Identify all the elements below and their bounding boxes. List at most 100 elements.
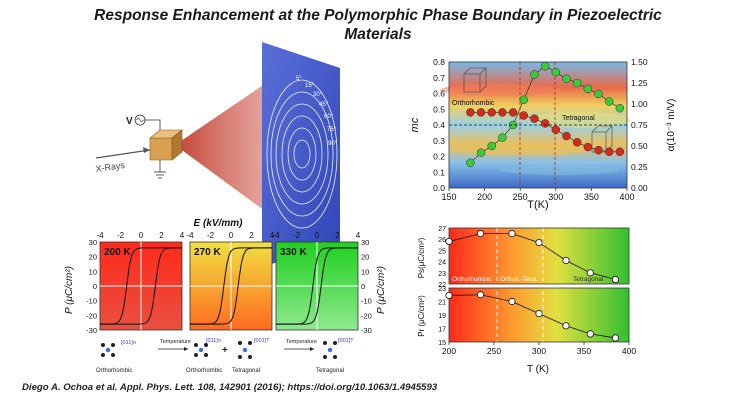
direction-label-4: [001]T bbox=[338, 338, 354, 344]
series-1-point-8 bbox=[551, 67, 561, 77]
hysteresis-temp-label-2: 330 K bbox=[280, 247, 307, 258]
x-tick-label-1: 200 bbox=[477, 192, 492, 202]
detector-screen bbox=[262, 42, 340, 266]
p-tick-left-4: -10 bbox=[86, 297, 97, 306]
phase-label-4: Tetragonal bbox=[316, 368, 344, 374]
series-1-point-9 bbox=[562, 74, 571, 84]
xray-input-arrow bbox=[95, 149, 151, 159]
series-1-point-5 bbox=[519, 95, 529, 105]
p-tick-right-1: 20 bbox=[361, 253, 369, 262]
series-0-point-4 bbox=[508, 108, 518, 117]
phase-label-3: Tetragonal bbox=[232, 368, 260, 374]
pr-axes: 15 17 19 21 23 200 250 300 350 400 bbox=[438, 286, 636, 356]
ps-y-tick-label-4: 26 bbox=[438, 237, 446, 244]
p-tick-left-6: -30 bbox=[86, 326, 97, 335]
y2-tick-label-2: 0.50 bbox=[631, 141, 648, 151]
y2-tick-label-1: 0.25 bbox=[631, 162, 648, 172]
xray-schematic: 5° 15° 30° 45° 60° 75° 90° X-Rays V bbox=[95, 42, 340, 266]
direction-label-3: [001]T bbox=[254, 338, 270, 344]
lattice-icon-4 bbox=[323, 341, 337, 359]
hysteresis-panel-1: 270 K-4 -2 0 2 4 bbox=[186, 231, 275, 331]
e-tick-label-0-4: 4 bbox=[180, 231, 185, 240]
ps-point-3 bbox=[535, 238, 543, 247]
xray-arrowhead-icon bbox=[143, 147, 150, 153]
y-tick-label-0: 0.0 bbox=[433, 183, 445, 193]
hysteresis-panel-0: 200 K-4 -2 0 2 4 bbox=[96, 231, 185, 331]
e-tick-label-0-3: 2 bbox=[159, 231, 164, 240]
ps-point-0 bbox=[445, 237, 453, 246]
series-0-point-6 bbox=[530, 114, 539, 123]
p-axis-label-left: P (μC/cm²) bbox=[64, 266, 75, 314]
e-tick-label-2-1: -2 bbox=[293, 231, 301, 240]
xray-label: X-Rays bbox=[95, 160, 126, 174]
ps-point-5 bbox=[586, 269, 594, 277]
y2-tick-label-5: 1.25 bbox=[631, 78, 648, 88]
p-tick-right-6: -30 bbox=[361, 326, 372, 335]
ring-label-2: 30° bbox=[313, 92, 323, 98]
y-tick-label-8: 0.8 bbox=[433, 57, 445, 67]
ps-panel-frame bbox=[448, 227, 630, 285]
pr-point-0 bbox=[445, 291, 453, 300]
e-tick-label-0-0: -4 bbox=[96, 231, 104, 240]
ps-region-tetragonal: Tetragonal bbox=[573, 276, 604, 283]
e-axis-label: E (kV/mm) bbox=[194, 218, 244, 229]
direction-label-2: [011]o bbox=[206, 338, 221, 344]
y-tick-label-1: 0.1 bbox=[433, 167, 445, 177]
region-label-tetragonal: Tetragonal bbox=[562, 115, 595, 122]
series-0-point-7 bbox=[540, 119, 550, 128]
title-line-2: Materials bbox=[344, 26, 412, 43]
series-0-point-1 bbox=[476, 108, 486, 117]
series-0-point-14 bbox=[615, 147, 625, 157]
series-0-point-9 bbox=[562, 131, 571, 141]
ps-y-tick-label-0: 22 bbox=[438, 282, 446, 289]
mc-alpha-chart: Orthorhombic Tetragonal 150 200 250 300 350 4… bbox=[409, 57, 677, 211]
series-1-point-12 bbox=[594, 89, 603, 99]
source-wire bbox=[145, 119, 161, 130]
series-0-point-5 bbox=[519, 111, 529, 120]
e-tick-label-1-3: 2 bbox=[249, 231, 254, 240]
voltage-label: V bbox=[126, 116, 133, 127]
p-axis-label-right: P (μC/cm²) bbox=[376, 266, 387, 314]
pr-y-tick-label-0: 15 bbox=[438, 340, 446, 347]
ps-y-tick-label-3: 25 bbox=[438, 248, 446, 255]
pr-x-tick-label-0: 200 bbox=[442, 346, 456, 356]
series-0-point-12 bbox=[594, 145, 603, 155]
ps-marks bbox=[445, 230, 620, 284]
p-tick-left-2: 10 bbox=[89, 267, 97, 276]
figure-title: Response Enhancement at the Polymorphic … bbox=[0, 6, 756, 44]
ring-label-1: 15° bbox=[305, 83, 315, 89]
hysteresis-panel-2: 330 K-4 -2 0 2 4 bbox=[272, 231, 361, 331]
y2-tick-label-0: 0.00 bbox=[631, 183, 648, 193]
series-0-point-13 bbox=[604, 147, 614, 157]
p-tick-right-2: 10 bbox=[361, 267, 369, 276]
series-0-point-0 bbox=[466, 108, 475, 117]
phase-label-2: Orthorhombic bbox=[186, 368, 222, 374]
ring-label-0: 5° bbox=[296, 76, 302, 82]
ps-y-tick-label-5: 27 bbox=[438, 226, 446, 233]
x-tick-label-2: 250 bbox=[513, 192, 528, 202]
pr-y-tick-label-4: 23 bbox=[438, 286, 446, 293]
ps-axes: 22 23 24 25 26 27 bbox=[438, 226, 446, 289]
ring-angle-labels: 5° 15° 30° 45° 60° 75° 90° bbox=[296, 76, 338, 147]
ps-point-1 bbox=[476, 230, 485, 238]
y2-tick-label-3: 0.75 bbox=[631, 120, 648, 130]
citation: Diego A. Ochoa et al. Appl. Phys. Lett. … bbox=[22, 382, 438, 393]
series-0-point-11 bbox=[583, 142, 593, 152]
e-tick-label-0-1: -2 bbox=[117, 231, 125, 240]
pr-xlabel: T (K) bbox=[527, 364, 549, 375]
ps-region-orthorhombic: Orthorhombic bbox=[452, 276, 492, 283]
pr-point-1 bbox=[476, 291, 485, 299]
series-1-point-0 bbox=[466, 158, 475, 168]
pr-point-4 bbox=[562, 322, 570, 330]
pr-point-2 bbox=[508, 297, 516, 306]
y2-tick-label-4: 1.00 bbox=[631, 99, 648, 109]
phase-label-1: Orthorhombic bbox=[96, 368, 132, 374]
x-tick-label-0: 150 bbox=[441, 192, 456, 202]
arrow-2-head-icon bbox=[310, 347, 314, 351]
temperature-label-2: Temperature bbox=[286, 339, 317, 345]
pr-point-5 bbox=[586, 330, 594, 338]
series-0-point-2 bbox=[487, 108, 496, 117]
lattice-icon-2 bbox=[194, 343, 208, 357]
y-tick-label-3: 0.3 bbox=[433, 136, 445, 146]
ps-y-tick-label-1: 23 bbox=[438, 271, 446, 278]
